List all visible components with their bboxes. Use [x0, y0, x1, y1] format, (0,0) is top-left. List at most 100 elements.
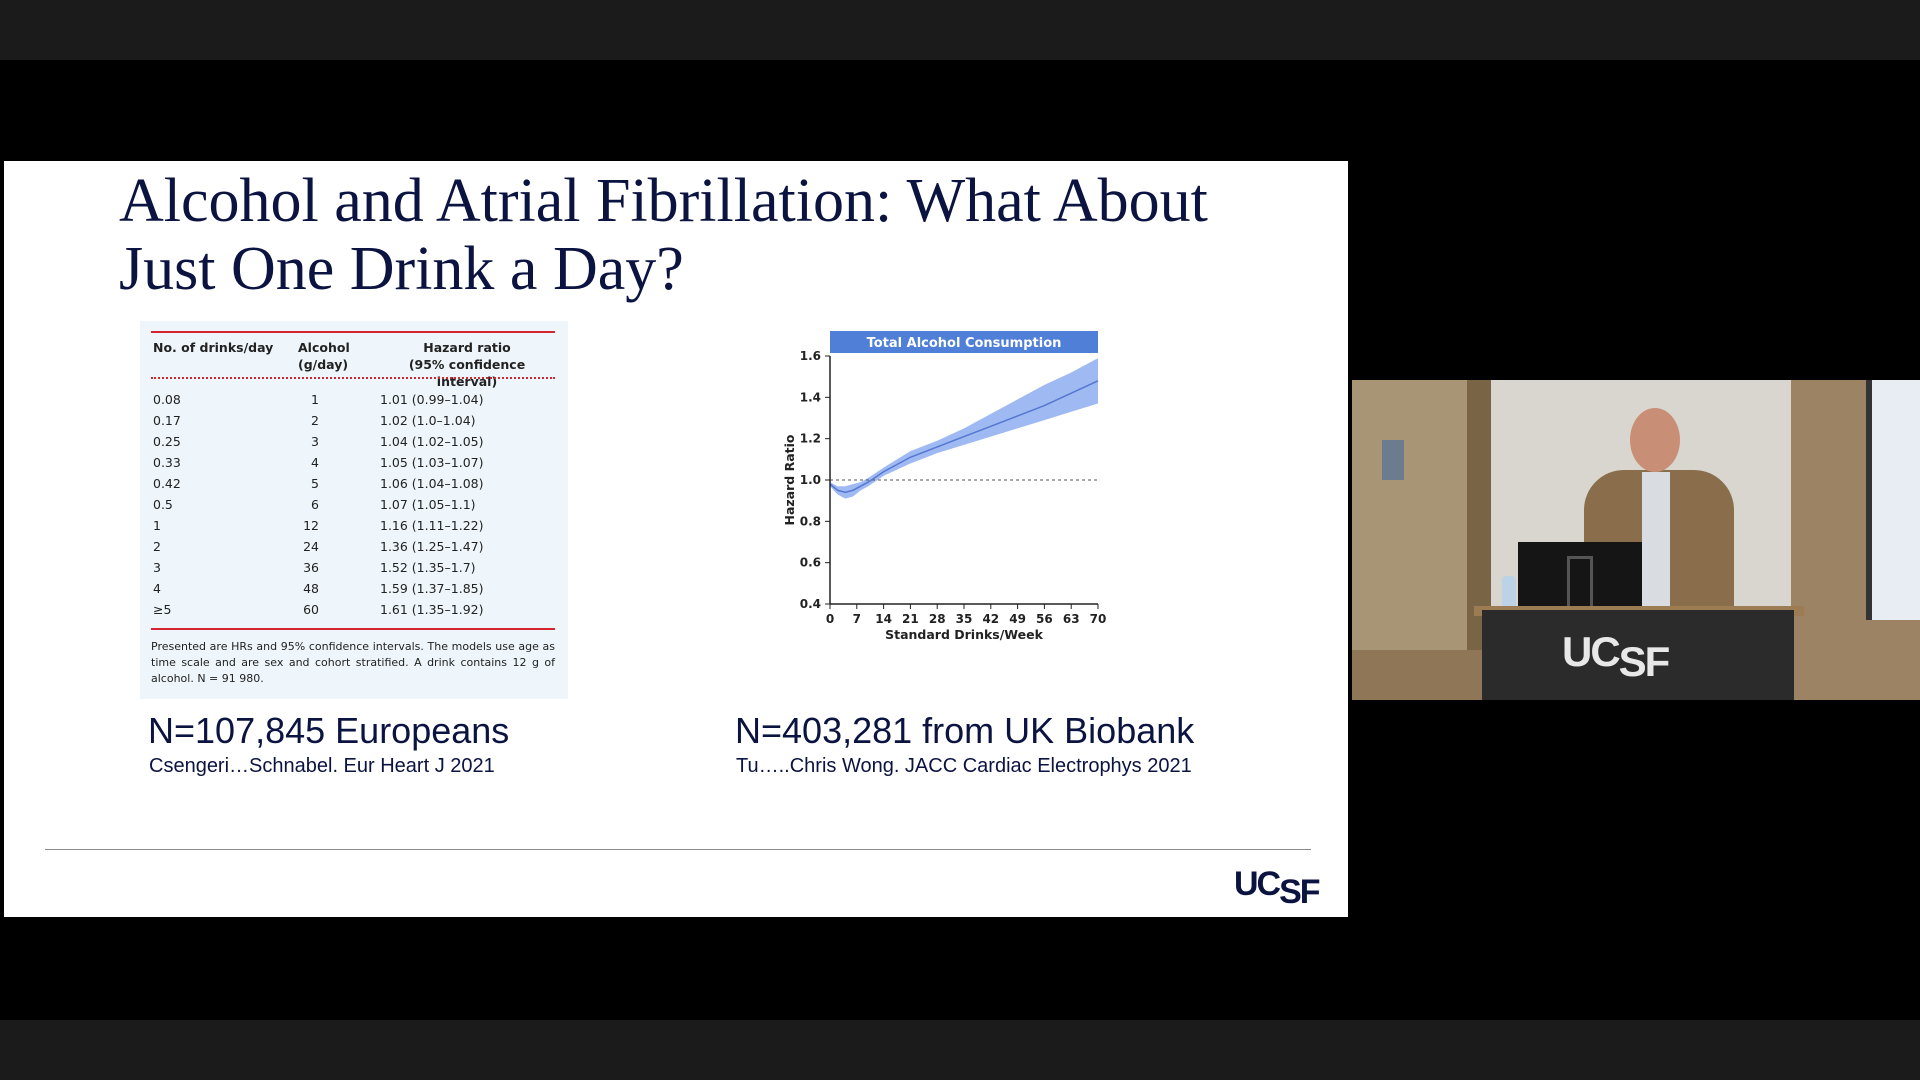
speaker-shirt — [1642, 472, 1670, 612]
table-header-alcohol: Alcohol (g/day) — [298, 339, 350, 373]
cam-floor — [1352, 650, 1482, 700]
table-cell-grams: 36 — [303, 560, 319, 575]
slide-title-line-2: Just One Drink a Day? — [119, 235, 684, 303]
table-cell-drinks: ≥5 — [153, 602, 172, 617]
confidence-band — [830, 358, 1098, 499]
table-header-alcohol-line-1: Alcohol — [298, 340, 350, 355]
y-axis-label: Hazard Ratio — [782, 434, 797, 525]
x-tick-label: 56 — [1036, 612, 1053, 626]
table-row: 0.08 1 1.01 (0.99–1.04) — [151, 389, 555, 410]
ucsf-logo: UCSF — [1234, 865, 1321, 911]
table-row: 0.17 2 1.02 (1.0–1.04) — [151, 410, 555, 431]
slide-footer-rule — [45, 849, 1311, 850]
x-tick-label: 28 — [929, 612, 946, 626]
table-cell-hr: 1.05 (1.03–1.07) — [380, 455, 484, 470]
table-top-rule — [151, 331, 555, 333]
table-cell-grams: 2 — [311, 413, 319, 428]
table-header-rule — [151, 377, 555, 379]
table-cell-drinks: 2 — [153, 539, 161, 554]
x-tick-label: 14 — [875, 612, 892, 626]
table-header-drinks: No. of drinks/day — [153, 340, 274, 355]
table-cell-drinks: 4 — [153, 581, 161, 596]
slide-title-line-1: Alcohol and Atrial Fibrillation: What Ab… — [119, 167, 1208, 235]
podium-monitor-stand — [1567, 556, 1593, 612]
table-cell-drinks: 1 — [153, 518, 161, 533]
chart-title-banner — [830, 331, 1098, 353]
x-axis-label: Standard Drinks/Week — [885, 627, 1043, 642]
left-caption-n: N=107,845 Europeans — [148, 710, 510, 751]
hazard-ratio-chart-svg: Total Alcohol Consumption 0.4 0.6 0.8 1.0 1.2… — [782, 331, 1107, 642]
table-cell-grams: 12 — [303, 518, 319, 533]
table-header-hazard: Hazard ratio (95% confidence interval) — [379, 339, 555, 390]
table-cell-drinks: 0.5 — [153, 497, 173, 512]
table-row: 3 36 1.52 (1.35–1.7) — [151, 557, 555, 578]
podium-ucsf-logo: UCSF — [1562, 628, 1670, 685]
table-cell-hr: 1.16 (1.11–1.22) — [380, 518, 484, 533]
y-tick-label: 1.0 — [800, 473, 821, 487]
podium — [1482, 610, 1794, 700]
table-bottom-rule — [151, 628, 555, 630]
x-tick-label: 7 — [853, 612, 861, 626]
table-cell-hr: 1.52 (1.35–1.7) — [380, 560, 476, 575]
table-cell-drinks: 0.08 — [153, 392, 181, 407]
y-tick-label: 0.4 — [800, 597, 821, 611]
table-cell-grams: 48 — [303, 581, 319, 596]
table-row: 0.42 5 1.06 (1.04–1.08) — [151, 473, 555, 494]
table-row: 0.5 6 1.07 (1.05–1.1) — [151, 494, 555, 515]
table-row: 4 48 1.59 (1.37–1.85) — [151, 578, 555, 599]
x-tick-label: 21 — [902, 612, 919, 626]
presentation-slide: Alcohol and Atrial Fibrillation: What Ab… — [4, 161, 1348, 917]
table-cell-hr: 1.01 (0.99–1.04) — [380, 392, 484, 407]
table-cell-grams: 4 — [311, 455, 319, 470]
table-header-hazard-line-2: (95% confidence interval) — [408, 357, 526, 389]
table-cell-drinks: 0.17 — [153, 413, 181, 428]
hazard-ratio-line — [829, 380, 1099, 494]
table-cell-hr: 1.07 (1.05–1.1) — [380, 497, 476, 512]
video-bottom-bar — [0, 1020, 1920, 1080]
hazard-ratio-chart: Total Alcohol Consumption 0.4 0.6 0.8 1.0 1.2… — [774, 311, 1194, 701]
chart-title: Total Alcohol Consumption — [867, 336, 1062, 351]
table-header-alcohol-line-2: (g/day) — [298, 357, 349, 372]
slide-title: Alcohol and Atrial Fibrillation: What Ab… — [119, 167, 1319, 303]
table-cell-grams: 60 — [303, 602, 319, 617]
speaker-webcam: UCSF — [1352, 380, 1920, 700]
cam-wall-sign — [1382, 440, 1404, 480]
podium-monitor — [1518, 542, 1642, 614]
table-cell-hr: 1.59 (1.37–1.85) — [380, 581, 484, 596]
table-cell-hr: 1.06 (1.04–1.08) — [380, 476, 484, 491]
x-tick-label: 0 — [826, 612, 834, 626]
table-cell-hr: 1.02 (1.0–1.04) — [380, 413, 476, 428]
table-row: 2 24 1.36 (1.25–1.47) — [151, 536, 555, 557]
table-cell-hr: 1.61 (1.35–1.92) — [380, 602, 484, 617]
table-cell-hr: 1.36 (1.25–1.47) — [380, 539, 484, 554]
right-caption-n: N=403,281 from UK Biobank — [735, 710, 1195, 751]
y-tick-label: 0.6 — [800, 556, 821, 570]
x-tick-label: 42 — [982, 612, 999, 626]
x-tick-label: 70 — [1090, 612, 1107, 626]
table-cell-grams: 6 — [311, 497, 319, 512]
x-tick-label: 49 — [1009, 612, 1026, 626]
video-top-bar — [0, 0, 1920, 60]
table-cell-grams: 3 — [311, 434, 319, 449]
hazard-ratio-table-figure: No. of drinks/day Alcohol (g/day) Hazard… — [140, 321, 568, 699]
table-row: 0.33 4 1.05 (1.03–1.07) — [151, 452, 555, 473]
table-cell-drinks: 0.33 — [153, 455, 181, 470]
table-cell-hr: 1.04 (1.02–1.05) — [380, 434, 484, 449]
table-header-hazard-line-1: Hazard ratio — [423, 340, 511, 355]
y-tick-label: 1.4 — [800, 390, 821, 404]
water-bottle — [1502, 576, 1516, 612]
cam-projection-screen — [1866, 380, 1920, 620]
right-caption-reference: Tu…..Chris Wong. JACC Cardiac Electrophy… — [736, 755, 1192, 777]
table-footnote: Presented are HRs and 95% confidence int… — [151, 640, 555, 685]
table-row: 0.25 3 1.04 (1.02–1.05) — [151, 431, 555, 452]
table-row: 1 12 1.16 (1.11–1.22) — [151, 515, 555, 536]
table-cell-grams: 5 — [311, 476, 319, 491]
y-tick-label: 0.8 — [800, 514, 821, 528]
left-caption-reference: Csengeri…Schnabel. Eur Heart J 2021 — [149, 755, 495, 777]
x-tick-label: 63 — [1063, 612, 1080, 626]
cam-wall-left — [1352, 380, 1467, 700]
table-cell-drinks: 3 — [153, 560, 161, 575]
y-tick-label: 1.2 — [800, 432, 821, 446]
table-cell-drinks: 0.25 — [153, 434, 181, 449]
table-cell-drinks: 0.42 — [153, 476, 181, 491]
